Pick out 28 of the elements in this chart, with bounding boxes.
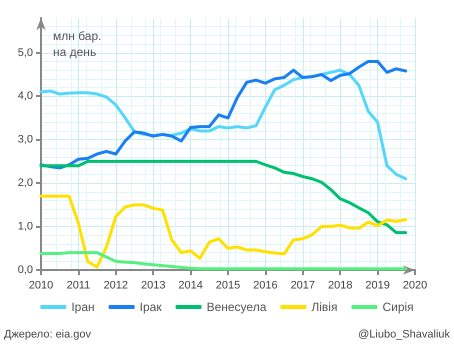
x-tick-label: 2013 [140, 280, 166, 292]
x-tick-label: 2012 [104, 280, 128, 292]
text: Джерело: eia.gov [4, 328, 92, 340]
legend-label: Іран [71, 300, 95, 314]
legend-label: Венесуела [206, 300, 267, 314]
y-tick-label: 0,0 [18, 264, 33, 276]
x-tick-label: 2014 [178, 280, 203, 292]
legend-label: Сирія [382, 300, 414, 314]
legend-label: Ірак [140, 300, 162, 314]
text: @Liubo_Shavaliuk [358, 328, 450, 340]
y-tick-label: 3,0 [18, 134, 33, 146]
x-tick-label: 2011 [66, 280, 90, 292]
y-axis-title: млн бар. на день [53, 29, 102, 59]
line-series [40, 160, 408, 234]
x-tick-label: 2018 [328, 280, 352, 292]
x-tick-label: 2017 [290, 280, 316, 292]
line-series [40, 194, 408, 268]
x-tick-label: 2015 [216, 280, 240, 292]
y-tick-label: 2,0 [18, 177, 33, 190]
x-tick-label: 2019 [365, 280, 390, 292]
y-tick-label: 4,0 [18, 90, 33, 102]
legend-label: Лівія [311, 300, 338, 314]
line-series [40, 60, 408, 170]
y-tick-label: 5,0 [18, 46, 33, 59]
x-tick-label: 2010 [28, 280, 54, 292]
y-tick-label: 1,0 [18, 220, 33, 233]
x-tick-label: 2016 [253, 280, 278, 292]
x-tick-label: 2020 [402, 280, 428, 292]
